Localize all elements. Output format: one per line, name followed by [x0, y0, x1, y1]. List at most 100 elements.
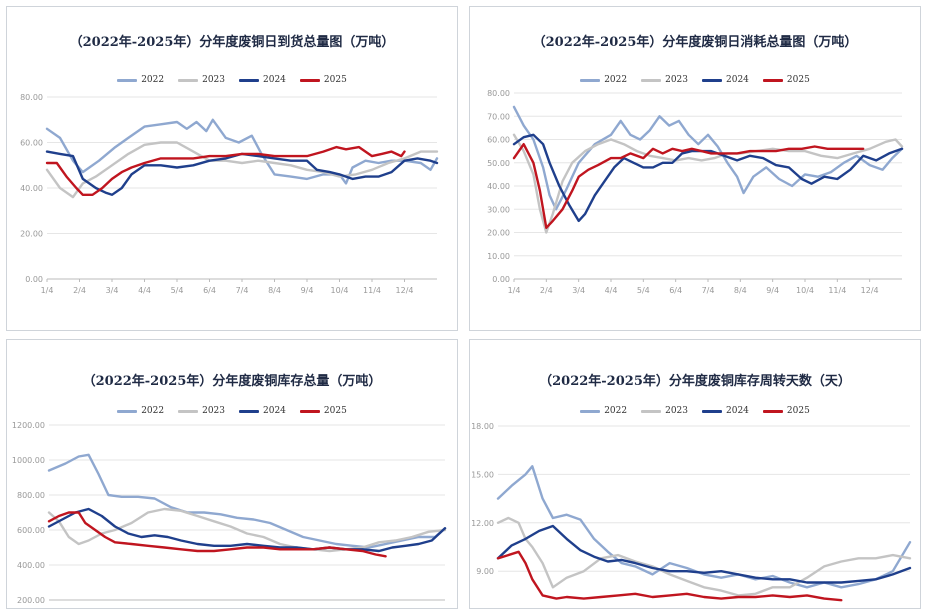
- x-tick-label: 7/4: [702, 286, 715, 295]
- x-tick-label: 8/4: [268, 286, 281, 295]
- chart-panel-daily-arrival: （2022年-2025年）分年度废铜日到货总量图（万吨） 2022 2023 2…: [6, 6, 458, 331]
- y-tick-label: 60.00: [20, 139, 43, 148]
- x-tick-label: 8/4: [734, 286, 747, 295]
- y-tick-label: 80.00: [20, 93, 43, 102]
- series-line-2022: [512, 105, 904, 211]
- y-tick-label: 0.00: [25, 275, 43, 284]
- legend-swatch: [641, 78, 662, 82]
- y-tick-label: 15.00: [471, 470, 494, 479]
- legend-label: 2025: [323, 406, 347, 416]
- legend-label: 2025: [786, 406, 810, 416]
- series-line-2023: [496, 516, 912, 597]
- legend-swatch: [239, 78, 259, 82]
- chart-panel-inventory-turnover-days: （2022年-2025年）分年度废铜库存周转天数（天） 2022 2023 20…: [469, 339, 921, 609]
- series-line-2023: [512, 133, 904, 234]
- legend-item-2022: 2022: [117, 75, 164, 85]
- legend-swatch: [580, 78, 601, 82]
- x-tick-label: 2/4: [73, 286, 86, 295]
- legend-label: 2023: [665, 75, 688, 85]
- legend-swatch: [762, 78, 783, 82]
- y-tick-label: 400.00: [17, 561, 45, 570]
- legend-swatch: [702, 78, 722, 82]
- legend-swatch: [178, 78, 199, 82]
- y-tick-label: 9.00: [476, 567, 494, 576]
- legend-swatch: [641, 409, 662, 413]
- y-tick-label: 80.00: [487, 89, 510, 98]
- y-tick-label: 1200.00: [12, 421, 45, 430]
- legend-item-2024: 2024: [702, 75, 749, 85]
- x-tick-label: 1/4: [508, 286, 521, 295]
- x-tick-label: 12/4: [861, 286, 879, 295]
- y-tick-label: 50.00: [487, 159, 510, 168]
- legend-label: 2024: [726, 75, 749, 85]
- legend-item-2024: 2024: [239, 75, 286, 85]
- y-tick-label: 40.00: [487, 182, 510, 191]
- legend-label: 2024: [263, 75, 286, 85]
- x-tick-label: 9/4: [301, 286, 314, 295]
- legend-label: 2023: [202, 406, 225, 416]
- legend-item-2025: 2025: [299, 75, 347, 85]
- x-tick-label: 10/4: [796, 286, 814, 295]
- chart-legend: 2022 2023 2024 2025: [7, 75, 457, 85]
- chart-legend: 2022 2023 2024 2025: [470, 406, 920, 416]
- legend-label: 2022: [604, 75, 628, 85]
- x-tick-label: 2/4: [540, 286, 553, 295]
- series-line-2025: [47, 511, 387, 558]
- x-tick-label: 11/4: [363, 286, 381, 295]
- chart-legend: 2022 2023 2024 2025: [7, 406, 457, 416]
- line-chart-plot: 9.00 12.00 15.00 18.00: [471, 422, 912, 602]
- legend-item-2025: 2025: [762, 75, 810, 85]
- legend-label: 2023: [665, 406, 688, 416]
- x-tick-label: 6/4: [203, 286, 216, 295]
- legend-swatch: [117, 78, 138, 82]
- series-line-2025: [512, 143, 865, 229]
- y-tick-label: 12.00: [471, 519, 494, 528]
- legend-item-2024: 2024: [239, 406, 286, 416]
- legend-label: 2024: [726, 406, 749, 416]
- chart-title: （2022年-2025年）分年度废铜日到货总量图（万吨）: [69, 35, 395, 50]
- x-tick-label: 9/4: [766, 286, 779, 295]
- legend-label: 2022: [141, 406, 165, 416]
- legend-item-2024: 2024: [702, 406, 749, 416]
- series-line-2022: [47, 453, 447, 549]
- y-tick-label: 10.00: [487, 252, 510, 261]
- x-tick-label: 5/4: [637, 286, 650, 295]
- chart-title: （2022年-2025年）分年度废铜库存周转天数（天）: [539, 374, 851, 389]
- chart-title: （2022年-2025年）分年度废铜库存总量（万吨）: [82, 374, 382, 389]
- x-tick-label: 3/4: [572, 286, 585, 295]
- y-tick-label: 800.00: [17, 491, 45, 500]
- y-tick-label: 200.00: [17, 596, 45, 605]
- legend-swatch: [178, 409, 199, 413]
- legend-swatch: [299, 409, 320, 413]
- series-line-2023: [45, 141, 439, 199]
- y-tick-label: 20.00: [20, 230, 43, 239]
- y-tick-label: 600.00: [17, 526, 45, 535]
- legend-swatch: [239, 409, 259, 413]
- series-line-2025: [496, 550, 843, 602]
- y-tick-label: 20.00: [487, 229, 510, 238]
- x-tick-label: 10/4: [331, 286, 349, 295]
- line-chart-plot: 0.00 10.00 20.00 30.00 40.00 50.00 60.00 70.00 8…: [487, 89, 904, 295]
- y-tick-label: 30.00: [487, 205, 510, 214]
- series-line-2022: [45, 118, 439, 185]
- chart-title: （2022年-2025年）分年度废铜日消耗总量图（万吨）: [532, 35, 858, 50]
- line-chart-plot: 0.00 20.00 40.00 60.00 80.00 1/4 2/4 3/4 4/4 5/4 6…: [20, 93, 439, 295]
- legend-label: 2022: [604, 406, 628, 416]
- legend-item-2022: 2022: [580, 75, 627, 85]
- legend-label: 2025: [323, 75, 347, 85]
- legend-swatch: [762, 409, 783, 413]
- legend-swatch: [580, 409, 601, 413]
- legend-item-2023: 2023: [178, 406, 225, 416]
- series-line-2024: [512, 133, 904, 223]
- y-tick-label: 70.00: [487, 112, 510, 121]
- y-tick-label: 18.00: [471, 422, 494, 431]
- x-tick-label: 7/4: [236, 286, 249, 295]
- series-line-2024: [496, 524, 912, 584]
- x-tick-label: 11/4: [828, 286, 846, 295]
- legend-swatch: [299, 78, 320, 82]
- series-line-2025: [45, 145, 406, 196]
- legend-item-2023: 2023: [641, 406, 688, 416]
- y-tick-label: 1000.00: [12, 456, 45, 465]
- legend-item-2025: 2025: [299, 406, 347, 416]
- x-tick-label: 6/4: [669, 286, 682, 295]
